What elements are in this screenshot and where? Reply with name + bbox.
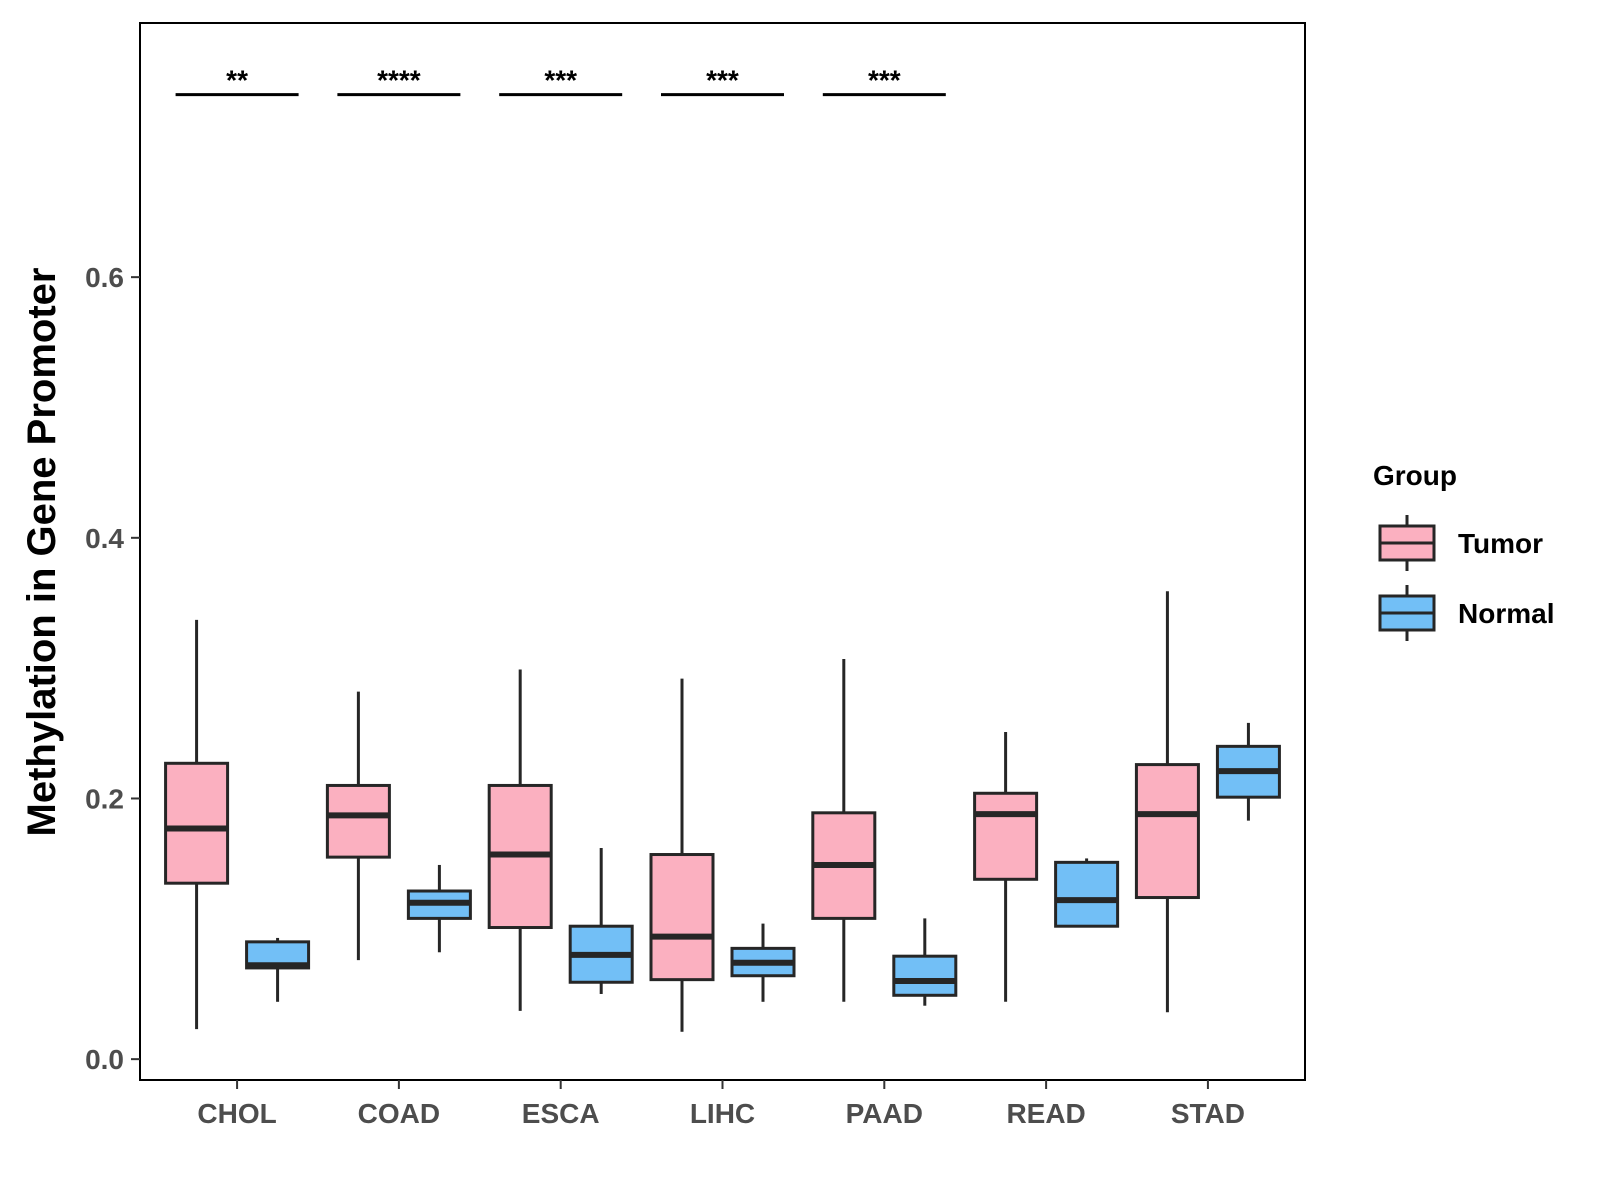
significance-label: ** bbox=[226, 65, 248, 96]
significance-label: *** bbox=[706, 65, 739, 96]
x-tick-label: STAD bbox=[1171, 1098, 1245, 1129]
box-body bbox=[325, 783, 391, 859]
legend-entry-tumor: Tumor bbox=[1378, 515, 1543, 571]
box-body bbox=[649, 853, 715, 982]
x-tick-label: ESCA bbox=[522, 1098, 600, 1129]
box-normal-chol bbox=[245, 937, 311, 1002]
legend-label: Normal bbox=[1458, 598, 1554, 629]
significance-annotations: ** **** *** *** *** bbox=[175, 65, 946, 97]
box-group bbox=[164, 591, 1281, 1032]
box-normal-esca bbox=[568, 848, 634, 994]
box-tumor-coad bbox=[325, 691, 391, 961]
significance-label: *** bbox=[544, 65, 577, 96]
legend-title: Group bbox=[1373, 460, 1457, 491]
x-tick-label: CHOL bbox=[197, 1098, 276, 1129]
box-body bbox=[1054, 860, 1120, 928]
box-normal-stad bbox=[1215, 722, 1281, 821]
x-tick-label: LIHC bbox=[690, 1098, 755, 1129]
box-tumor-stad bbox=[1134, 591, 1200, 1013]
significance-label: **** bbox=[377, 65, 421, 96]
y-tick-label: 0.6 bbox=[85, 262, 124, 293]
box-body bbox=[164, 761, 230, 885]
box-normal-lihc bbox=[730, 923, 796, 1002]
panel-border bbox=[139, 22, 1306, 1081]
x-tick-label: PAAD bbox=[846, 1098, 923, 1129]
y-axis: 0.0 0.2 0.4 0.6 bbox=[85, 262, 140, 1075]
x-axis: CHOL COAD ESCA LIHC PAAD READ STAD bbox=[197, 1080, 1245, 1129]
significance-label: *** bbox=[868, 65, 901, 96]
box-tumor-read bbox=[973, 732, 1039, 1002]
box-tumor-paad bbox=[811, 659, 877, 1002]
y-axis-title: Methylation in Gene Promoter bbox=[20, 268, 64, 837]
box-tumor-esca bbox=[487, 669, 553, 1011]
box-body bbox=[973, 791, 1039, 881]
y-tick-label: 0.2 bbox=[85, 783, 124, 814]
y-tick-label: 0.0 bbox=[85, 1044, 124, 1075]
box-tumor-lihc bbox=[649, 678, 715, 1032]
y-tick-label: 0.4 bbox=[85, 523, 124, 554]
legend-entry-normal: Normal bbox=[1378, 585, 1554, 641]
x-tick-label: COAD bbox=[358, 1098, 440, 1129]
box-normal-paad bbox=[892, 918, 958, 1006]
legend-label: Tumor bbox=[1458, 528, 1543, 559]
box-normal-read bbox=[1054, 858, 1120, 928]
x-tick-label: READ bbox=[1006, 1098, 1085, 1129]
box-body bbox=[1134, 763, 1200, 900]
box-normal-coad bbox=[406, 864, 472, 953]
box-tumor-chol bbox=[164, 619, 230, 1030]
box-body bbox=[892, 954, 958, 997]
legend: Group Tumor Normal bbox=[1373, 460, 1554, 641]
